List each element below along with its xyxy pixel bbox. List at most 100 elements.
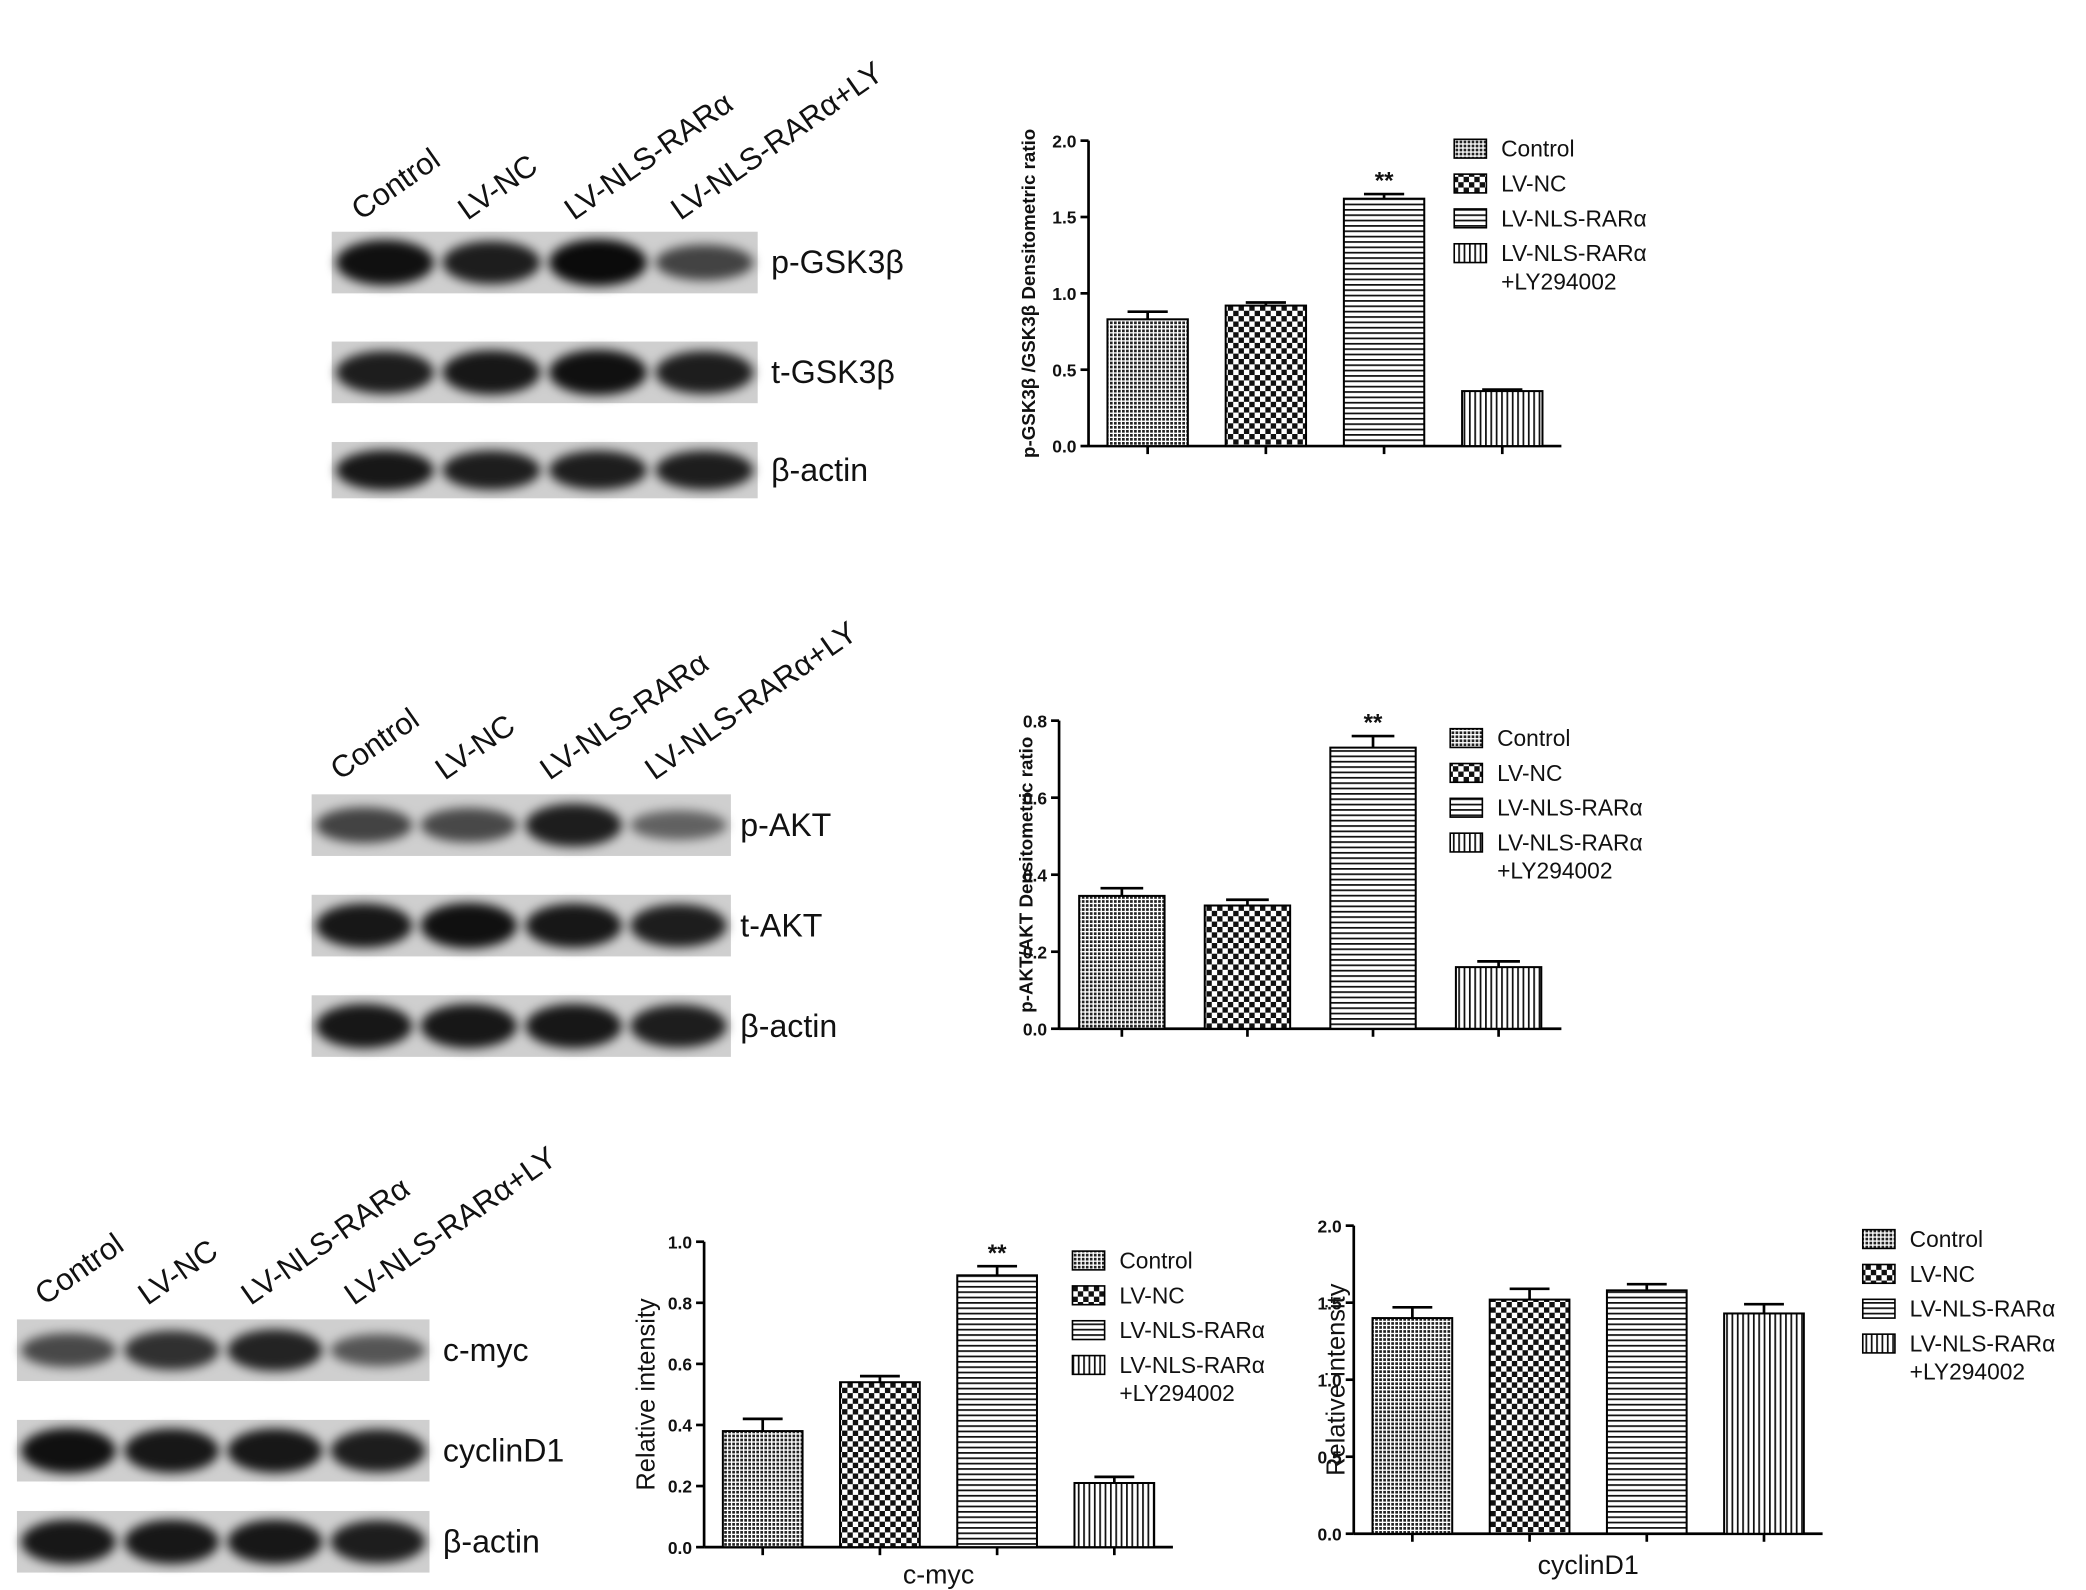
legend-label: Control (1119, 1248, 1192, 1274)
band (227, 1519, 323, 1564)
band (442, 450, 541, 490)
error-bar (1482, 388, 1523, 392)
bar (839, 1381, 921, 1549)
y-tick-label: 2.0 (1052, 131, 1076, 151)
blot-bands (21, 1427, 426, 1474)
legend-label: +LY294002 (1497, 858, 1612, 884)
blot-bands (21, 1329, 426, 1372)
legend-swatch (1453, 138, 1488, 159)
blot-bands (315, 803, 727, 847)
y-tick-label: 0.0 (668, 1538, 692, 1558)
blot-bands (335, 449, 754, 491)
legend-swatch (1453, 173, 1488, 194)
legend-label: LV-NLS-RARα (1119, 1352, 1265, 1378)
legend-label: +LY294002 (1910, 1359, 2025, 1385)
bar (1454, 966, 1543, 1030)
error-bar (1744, 1302, 1784, 1314)
legend-swatch (1449, 762, 1484, 784)
bar (1461, 390, 1544, 448)
band (315, 903, 413, 948)
band (315, 1003, 413, 1049)
y-tick-label: 0.8 (668, 1294, 693, 1314)
error-bar (1245, 301, 1286, 306)
band (335, 350, 434, 394)
significance-mark: ** (1364, 710, 1383, 737)
lane-label: LV-NC (429, 707, 522, 786)
band (330, 1520, 426, 1564)
legend-label: LV-NC (1501, 171, 1566, 197)
legend-swatch (1071, 1285, 1106, 1306)
error-bar (1626, 1282, 1667, 1291)
lane-label: Control (345, 141, 446, 227)
legend-swatch (1449, 832, 1484, 853)
y-tick-label: 1.0 (1052, 284, 1076, 304)
band (655, 350, 754, 394)
band (330, 1334, 426, 1367)
error-bar (1100, 886, 1144, 896)
band (420, 807, 518, 843)
y-axis-label: p-AKT/AKT Densitometric ratio (1015, 737, 1036, 1013)
band (548, 349, 647, 396)
y-tick-label: 0.0 (1023, 1019, 1047, 1039)
legend-label: LV-NC (1910, 1261, 1975, 1287)
lane-label: Control (28, 1226, 129, 1312)
error-bar (742, 1417, 783, 1432)
y-tick-label: 0.5 (1052, 360, 1077, 380)
y-tick-label: 0.6 (668, 1355, 693, 1375)
row-label: p-AKT (740, 807, 831, 843)
error-bar (1226, 898, 1269, 906)
error-bar (1094, 1475, 1135, 1483)
legend-label: LV-NLS-RARα (1501, 240, 1647, 266)
error-bar (1509, 1287, 1550, 1300)
band (548, 450, 647, 490)
bar (1203, 904, 1292, 1030)
legend-label: Control (1497, 725, 1570, 751)
bar (1342, 197, 1426, 448)
y-tick-label: 0.2 (1023, 942, 1047, 962)
blot-bands (21, 1519, 426, 1564)
band (655, 244, 754, 281)
y-tick-label: 1.0 (668, 1232, 692, 1252)
y-axis-label: p-GSK3β /GSK3β Densitometric ratio (1018, 129, 1039, 458)
y-tick-label: 0.4 (1023, 865, 1048, 885)
legend-label: LV-NC (1119, 1282, 1184, 1308)
legend-label: Control (1910, 1226, 1983, 1252)
legend-swatch (1453, 208, 1488, 229)
row-label: t-AKT (740, 907, 822, 943)
blot-bands (315, 1003, 727, 1049)
band (525, 803, 622, 847)
bar (1723, 1312, 1805, 1535)
y-tick-label: 0.0 (1318, 1524, 1342, 1544)
legend-label: LV-NLS-RARα (1910, 1296, 2056, 1322)
bar (1329, 746, 1417, 1030)
legend-swatch (1861, 1228, 1896, 1250)
y-tick-label: 0.5 (1318, 1447, 1343, 1467)
bar (1605, 1289, 1688, 1535)
lane-label: Control (324, 701, 425, 787)
legend-swatch (1071, 1250, 1106, 1271)
bar (956, 1274, 1038, 1549)
legend-swatch (1453, 242, 1488, 264)
band (124, 1519, 220, 1564)
band (442, 350, 541, 395)
y-tick-label: 1.0 (1318, 1370, 1342, 1390)
lane-label: LV-NC (451, 147, 544, 226)
legend-swatch (1071, 1354, 1106, 1376)
legend-label: LV-NLS-RARα (1497, 795, 1643, 821)
row-label: β-actin (771, 452, 868, 488)
band (227, 1329, 323, 1372)
legend-swatch (1861, 1333, 1896, 1354)
legend-label: +LY294002 (1501, 268, 1616, 294)
band (335, 239, 434, 286)
blot-bands (335, 239, 754, 286)
bar (1371, 1317, 1454, 1535)
legend-label: +LY294002 (1119, 1380, 1234, 1406)
legend-label: LV-NLS-RARα (1497, 830, 1643, 856)
y-axis-label: Relative intensity (1322, 1283, 1350, 1476)
band (227, 1428, 323, 1473)
band (124, 1428, 220, 1473)
significance-mark: ** (988, 1240, 1007, 1267)
x-axis-label: c-myc (903, 1559, 974, 1589)
